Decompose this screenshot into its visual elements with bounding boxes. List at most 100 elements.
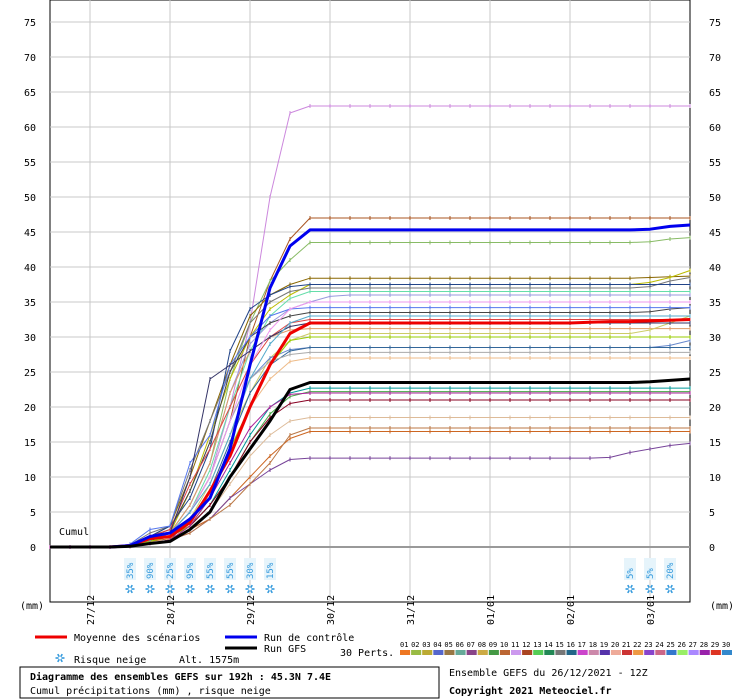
- y-tick-label-right: 45: [709, 228, 721, 239]
- pert-number: 04: [433, 641, 441, 649]
- pert-swatch: [677, 650, 688, 655]
- y-tick-label-left: 0: [30, 543, 36, 554]
- y-tick-label-left: 35: [24, 298, 36, 309]
- pert-number: 29: [711, 641, 719, 649]
- y-tick-label-right: 35: [709, 298, 721, 309]
- pert-swatch: [655, 650, 666, 655]
- snow-risk-bar: [184, 558, 196, 580]
- title-line1: Diagramme des ensembles GEFS sur 192h : …: [30, 671, 331, 683]
- y-tick-label-right: 75: [709, 18, 721, 29]
- pert-swatch: [466, 650, 477, 655]
- snow-risk-bar: [624, 558, 636, 580]
- pert-swatch: [411, 650, 422, 655]
- copyright: Copyright 2021 Meteociel.fr: [449, 685, 612, 697]
- snow-risk-bar: [144, 558, 156, 580]
- snow-risk-label: 20%: [666, 562, 676, 579]
- y-tick-label-left: 30: [24, 333, 36, 344]
- y-tick-label-left: 60: [24, 123, 36, 134]
- legend-gfs-label: Run GFS: [264, 644, 306, 655]
- series-line: [50, 318, 691, 549]
- pert-swatch: [566, 650, 577, 655]
- x-axis-labels: 27/12 28/12 29/12 30/12 31/12 01/01 02/01 03/01: [86, 595, 657, 625]
- snow-risk-label: 35%: [126, 562, 136, 579]
- snow-risk-label: 30%: [246, 562, 256, 579]
- snow-risk-label: 15%: [266, 562, 276, 579]
- snowflake-center: [168, 587, 172, 591]
- snowflake-icon: [55, 653, 65, 663]
- pert-number: 10: [500, 641, 508, 649]
- snow-risk-bar: [204, 558, 216, 580]
- pert-swatch: [477, 650, 488, 655]
- pert-number: 03: [422, 641, 430, 649]
- x-date-label: 01/01: [486, 595, 497, 625]
- snowflake-center: [268, 587, 272, 591]
- legend-control-label: Run de contrôle: [264, 632, 354, 644]
- legend-mean-label: Moyenne des scénarios: [74, 632, 200, 644]
- pert-swatch: [588, 650, 599, 655]
- pert-number: 12: [522, 641, 530, 649]
- pert-number: 30: [722, 641, 730, 649]
- snowflake-center: [208, 587, 212, 591]
- pert-swatch: [522, 650, 533, 655]
- y-tick-label-right: 15: [709, 438, 721, 449]
- pert-swatch: [622, 650, 633, 655]
- pert-swatch: [544, 650, 555, 655]
- snow-risk-bar: [664, 558, 676, 580]
- title-box: [19, 666, 440, 699]
- snow-risk-label: 90%: [146, 562, 156, 579]
- series-group: [49, 104, 691, 549]
- y-tick-label-right: 50: [709, 193, 721, 204]
- y-tick-label-left: 50: [24, 193, 36, 204]
- pert-number: 15: [555, 641, 563, 649]
- pert-swatch: [555, 650, 566, 655]
- pert-swatch: [644, 650, 655, 655]
- x-date-label: 30/12: [326, 595, 337, 625]
- pert-number: 07: [467, 641, 475, 649]
- pert-swatch: [688, 650, 699, 655]
- y-tick-label-right: 70: [709, 53, 721, 64]
- pert-number: 09: [489, 641, 497, 649]
- snowflake-icon: [265, 584, 275, 594]
- pert-swatch: [710, 650, 721, 655]
- pert-swatch: [633, 650, 644, 655]
- snow-risk-bar: [644, 558, 656, 580]
- snowflake-center: [668, 587, 672, 591]
- pert-number: 06: [456, 641, 464, 649]
- snowflake-icon: [125, 584, 135, 594]
- x-date-label: 31/12: [406, 595, 417, 625]
- snowflake-icon: [145, 584, 155, 594]
- y-tick-label-right: 5: [709, 508, 715, 519]
- snowflake-center: [228, 587, 232, 591]
- pert-swatch: [533, 650, 544, 655]
- pert-number: 16: [567, 641, 575, 649]
- y-tick-label-right: 40: [709, 263, 721, 274]
- pert-number: 26: [678, 641, 686, 649]
- snow-risk-bar: [164, 558, 176, 580]
- x-date-label: 03/01: [646, 595, 657, 625]
- snowflake-icon: [205, 584, 215, 594]
- y-tick-label-left: 20: [24, 403, 36, 414]
- perturbation-legend: 01 02 03 04 05 06 07 08 09 10 11 12 13 14 15 16 17 18 19 20…: [400, 641, 732, 655]
- snowflake-icon: [165, 584, 175, 594]
- pert-swatch: [666, 650, 677, 655]
- ensemble-info: Ensemble GEFS du 26/12/2021 - 12Z: [449, 668, 648, 679]
- y-tick-label-left: 40: [24, 263, 36, 274]
- pert-number: 05: [444, 641, 452, 649]
- series-line: [50, 377, 691, 549]
- snow-risk-label: 5%: [626, 568, 636, 579]
- x-date-label: 27/12: [86, 595, 97, 625]
- y-tick-label-left: 25: [24, 368, 36, 379]
- y-tick-label-left: 55: [24, 158, 36, 169]
- y-tick-label-right: 55: [709, 158, 721, 169]
- x-date-label: 29/12: [246, 595, 257, 625]
- pert-swatch: [511, 650, 522, 655]
- unit-label-left: (mm): [20, 601, 44, 612]
- pert-number: 17: [578, 641, 586, 649]
- legend-snow-label: Risque neige: [74, 655, 146, 666]
- y-tick-label-left: 65: [24, 88, 36, 99]
- y-tick-label-left: 70: [24, 53, 36, 64]
- legend-perts-label: 30 Perts.: [340, 648, 394, 659]
- unit-label-right: (mm): [710, 601, 734, 612]
- pert-swatch: [499, 650, 510, 655]
